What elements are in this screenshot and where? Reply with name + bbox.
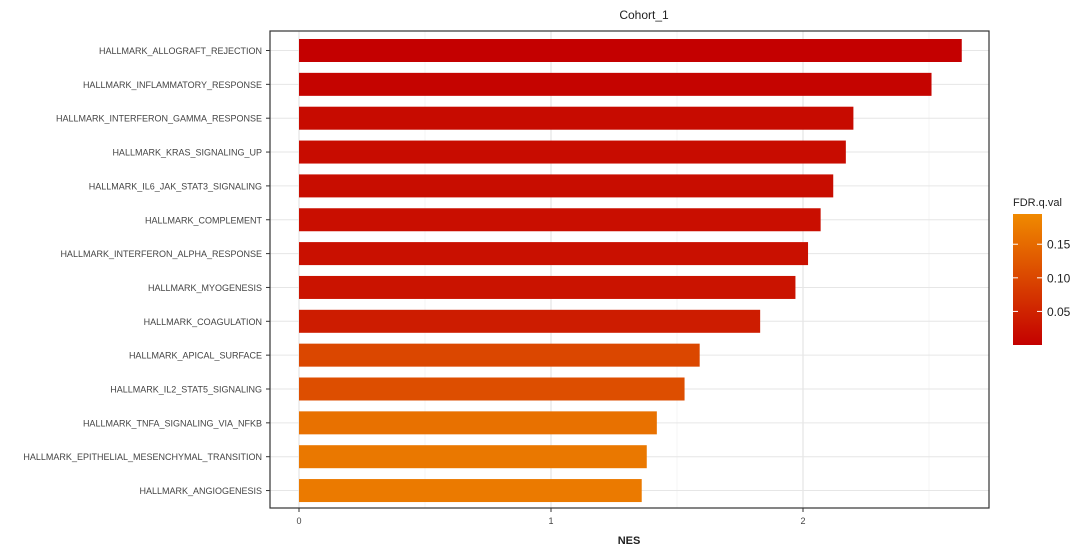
category-label: HALLMARK_EPITHELIAL_MESENCHYMAL_TRANSITI… [23,452,262,462]
bars [299,39,962,503]
x-tick-label: 1 [548,516,553,526]
category-label: HALLMARK_TNFA_SIGNALING_VIA_NFKB [83,418,262,428]
bar-hallmark-coagulation [299,309,761,333]
bar-hallmark-il2-stat5-signaling [299,377,685,401]
bar-hallmark-allograft-rejection [299,39,962,62]
bar-hallmark-inflammatory-response [299,72,932,96]
bar-hallmark-il6-jak-stat3-signaling [299,174,834,198]
bar-hallmark-interferon-alpha-response [299,242,809,266]
x-axis-label: NES [618,535,641,547]
category-label: HALLMARK_MYOGENESIS [148,283,262,293]
bar-hallmark-myogenesis [299,275,796,299]
category-label: HALLMARK_IL6_JAK_STAT3_SIGNALING [89,181,262,191]
grid-lines [270,31,989,508]
x-tick-label: 2 [800,516,805,526]
colorbar-tick-label: 0.05 [1047,305,1071,319]
category-label: HALLMARK_COAGULATION [144,317,262,327]
bar-hallmark-tnfa-signaling-via-nfkb [299,411,657,435]
colorbar-tick-label: 0.10 [1047,271,1071,285]
category-label: HALLMARK_INFLAMMATORY_RESPONSE [83,80,262,90]
colorbar-gradient [1013,214,1042,345]
category-label: HALLMARK_KRAS_SIGNALING_UP [112,148,262,158]
bar-hallmark-angiogenesis [299,479,642,503]
bar-hallmark-interferon-gamma-response [299,106,854,130]
chart-title: Cohort_1 [619,8,669,22]
category-label: HALLMARK_ANGIOGENESIS [139,486,262,496]
plot-panel-border [269,30,990,509]
bar-hallmark-epithelial-mesenchymal-transition [299,445,647,469]
category-label: HALLMARK_APICAL_SURFACE [129,351,262,361]
category-label: HALLMARK_IL2_STAT5_SIGNALING [110,385,262,395]
category-labels: HALLMARK_ALLOGRAFT_REJECTION HALLMARK_INF… [23,46,270,496]
category-label: HALLMARK_INTERFERON_GAMMA_RESPONSE [56,114,262,124]
colorbar-title: FDR.q.val [1013,197,1062,209]
x-tick-label: 0 [296,516,301,526]
bar-hallmark-apical-surface [299,343,700,367]
colorbar-ticks: 0.05 0.10 0.15 [1013,238,1071,319]
colorbar-tick-label: 0.15 [1047,238,1071,252]
category-label: HALLMARK_COMPLEMENT [145,215,263,225]
category-label: HALLMARK_ALLOGRAFT_REJECTION [99,46,262,56]
bar-hallmark-kras-signaling-up [299,140,846,164]
bar-hallmark-complement [299,208,821,232]
x-axis-ticks: 0 1 2 [296,508,806,526]
category-label: HALLMARK_INTERFERON_ALPHA_RESPONSE [60,249,262,259]
colorbar-legend: FDR.q.val 0.05 0.10 0.15 [1013,197,1071,345]
